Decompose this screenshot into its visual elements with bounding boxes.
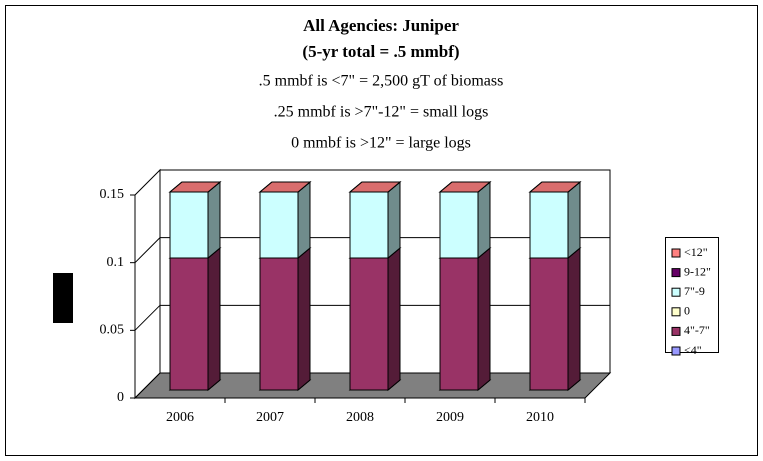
bar: [529, 191, 569, 259]
bar: [259, 257, 299, 391]
legend-swatch: [671, 326, 681, 336]
bar: [529, 257, 569, 391]
legend-swatch: [671, 287, 681, 297]
x-tick-label: 2006: [166, 410, 194, 425]
legend-label: 0: [684, 304, 690, 318]
axis-label-block: [53, 273, 73, 323]
legend-label: 9-12": [684, 264, 711, 278]
bar-side: [297, 246, 311, 392]
legend-label: <12": [684, 245, 708, 259]
bar: [169, 191, 209, 259]
bar-side: [387, 246, 401, 392]
bar-side: [207, 246, 221, 392]
x-tick-label: 2010: [526, 410, 554, 425]
x-tick-label: 2008: [346, 410, 374, 425]
bar-top: [348, 181, 402, 193]
y-tick-label: 0.05: [100, 323, 125, 338]
bar: [169, 257, 209, 391]
chart-subtitle: (5-yr total = .5 mmbf): [302, 42, 459, 61]
bar: [349, 191, 389, 259]
bar-side: [297, 180, 311, 260]
bar-side: [207, 180, 221, 260]
bar-side: [567, 246, 581, 392]
x-tick-label: 2007: [256, 410, 284, 425]
legend-label: 7"-9: [684, 284, 705, 298]
bar-side: [567, 180, 581, 260]
bar-side: [387, 180, 401, 260]
bar: [349, 257, 389, 391]
annotation: .25 mmbf is >7"-12" = small logs: [274, 104, 489, 121]
legend-swatch: [671, 268, 681, 278]
bar-top: [528, 181, 582, 193]
chart-title: All Agencies: Juniper: [303, 16, 459, 35]
y-tick-label: 0: [117, 390, 124, 405]
bar: [439, 191, 479, 259]
y-tick-label: 0.1: [107, 255, 125, 270]
bar-top: [258, 181, 312, 193]
legend-swatch: [671, 346, 681, 356]
legend-swatch: [671, 248, 681, 258]
bar-side: [477, 246, 491, 392]
legend-swatch: [671, 307, 681, 317]
x-tick-label: 2009: [436, 410, 464, 425]
bar-top: [438, 181, 492, 193]
bar: [439, 257, 479, 391]
annotation: 0 mmbf is >12" = large logs: [291, 135, 471, 152]
annotation: .5 mmbf is <7" = 2,500 gT of biomass: [259, 73, 504, 90]
bar-side: [477, 180, 491, 260]
legend-label: <4": [684, 343, 702, 357]
bar-top: [168, 181, 222, 193]
legend-label: 4"-7": [684, 323, 710, 337]
y-tick-label: 0.15: [100, 187, 125, 202]
bar: [259, 191, 299, 259]
